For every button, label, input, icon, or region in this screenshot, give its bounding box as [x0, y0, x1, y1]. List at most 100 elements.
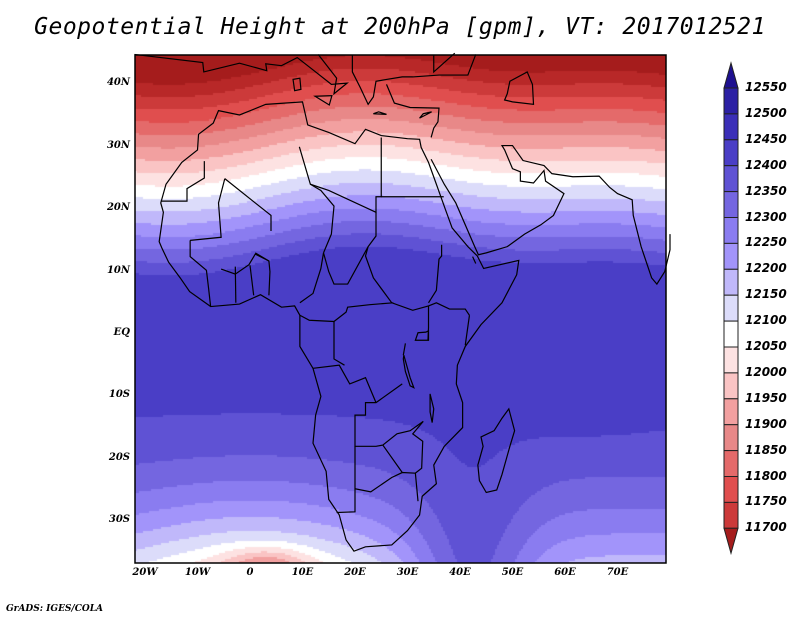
crete-coastline [373, 111, 387, 115]
lon-tick-label: 40E [449, 567, 471, 578]
geopotential-height-field [135, 55, 666, 563]
plot-title: Geopotential Height at 200hPa [gpm], VT:… [34, 14, 766, 40]
country-border [427, 305, 430, 341]
country-border [298, 137, 382, 214]
colorbar-box [723, 87, 739, 115]
country-border [249, 265, 255, 296]
arabia-india-coastline [430, 144, 671, 286]
sicily-coastline [313, 95, 333, 106]
lon-tick-label: 0 [246, 567, 254, 578]
lon-tick-label: 50E [501, 567, 524, 578]
lat-tick-label: 20S [108, 451, 130, 463]
colorbar-box [723, 294, 739, 322]
colorbar-label: 12000 [745, 364, 787, 379]
lat-tick-label: 20N [106, 202, 130, 214]
colorbar-label: 12200 [745, 261, 787, 276]
lake-victoria [414, 329, 430, 341]
colorbar-box [723, 398, 739, 426]
country-border [333, 321, 345, 366]
europe-coastline [134, 53, 350, 96]
country-border [322, 246, 369, 285]
country-border [189, 240, 212, 307]
country-border [224, 178, 272, 232]
footer-credit: GrADS: IGES/COLA [6, 604, 104, 614]
country-border [427, 244, 443, 304]
colorbar-box [723, 113, 739, 141]
lon-tick-label: 30E [396, 567, 419, 578]
country-border [234, 266, 237, 303]
colorbar-label: 12350 [745, 183, 787, 198]
lon-tick-label: 10E [291, 567, 314, 578]
colorbar-label: 12500 [745, 105, 787, 120]
country-border [472, 256, 477, 264]
colorbar-box [723, 424, 739, 452]
lat-tick-label: 10N [106, 264, 130, 276]
colorbar-box [723, 139, 739, 167]
country-border [299, 252, 325, 304]
lake-tanganyika [402, 355, 415, 389]
colorbar-label: 11950 [745, 390, 787, 405]
colorbar-box [723, 191, 739, 219]
country-border [354, 471, 419, 502]
cyprus-coastline [419, 111, 432, 119]
country-border [354, 383, 424, 447]
colorbar-label: 12250 [745, 235, 787, 250]
colorbar-label: 12400 [745, 157, 787, 172]
balkans-black-sea-coastline [351, 54, 477, 106]
colorbar-max-triangle [723, 61, 739, 89]
colorbar-box [723, 268, 739, 296]
lake-malawi [429, 393, 435, 423]
colorbar-label: 12100 [745, 313, 787, 328]
lat-tick-label: 40N [106, 77, 130, 89]
country-border [464, 315, 471, 346]
lon-tick-label: 20E [344, 567, 366, 578]
lon-tick-label: 70E [606, 567, 629, 578]
colorbar-box [723, 372, 739, 400]
colorbar-box [723, 450, 739, 478]
colorbar-label: 12450 [745, 131, 787, 146]
country-border [299, 302, 394, 323]
colorbar-label: 11800 [745, 468, 787, 483]
colorbar-label: 12150 [745, 287, 787, 302]
country-border [254, 252, 271, 296]
country-border [190, 178, 226, 241]
colorbar-box [723, 476, 739, 503]
country-border [310, 183, 335, 254]
levant-coastline [385, 84, 440, 138]
colorbar-box [723, 242, 739, 270]
colorbar-box [723, 320, 739, 348]
country-border [382, 444, 403, 473]
colorbar-box [723, 165, 739, 193]
lat-tick-label: 30S [108, 514, 130, 526]
colorbar-box [723, 217, 739, 244]
lat-tick-label: EQ [113, 327, 130, 338]
colorbar-box [723, 346, 739, 374]
colorbar-label: 11850 [745, 442, 787, 457]
country-border [160, 161, 205, 202]
colorbar-label: 11700 [745, 520, 787, 535]
plot-frame [134, 54, 667, 564]
lon-tick-label: 60E [554, 567, 576, 578]
colorbar-box [723, 501, 739, 529]
colorbar-label: 12300 [745, 209, 787, 224]
country-border [312, 364, 377, 403]
africa-coastline [158, 101, 520, 552]
country-border [411, 420, 424, 474]
colorbar-label: 11750 [745, 494, 787, 509]
colorbar-min-triangle [723, 527, 739, 556]
sardinia-coastline [292, 77, 302, 92]
lon-tick-label: 20W [132, 567, 158, 578]
country-border [364, 212, 470, 316]
country-border [402, 343, 406, 356]
madagascar-coastline [477, 407, 516, 494]
lat-tick-label: 30N [106, 139, 130, 151]
crimea-coastline [433, 52, 456, 74]
country-border [336, 446, 356, 514]
country-border [220, 253, 270, 275]
lat-tick-label: 10S [108, 389, 130, 401]
colorbar-label: 12550 [745, 80, 787, 94]
colorbar-label: 11900 [745, 416, 787, 431]
caspian-coastline [503, 71, 535, 106]
